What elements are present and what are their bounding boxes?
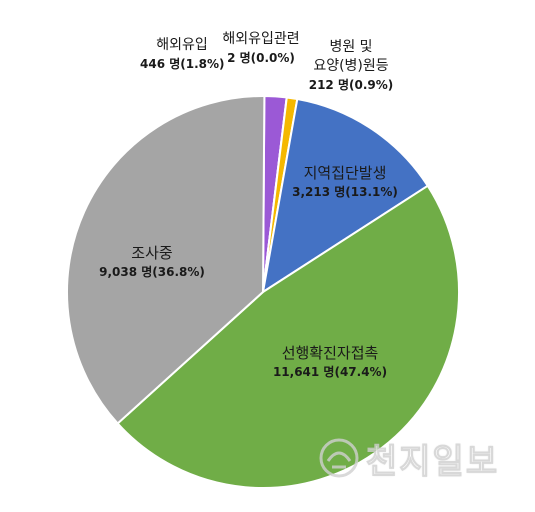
slice-name: 해외유입 xyxy=(156,37,208,53)
slice-label-overseas-related: 해외유입관련 2 명(0.0%) xyxy=(212,30,310,67)
slice-value: 2 명(0.0%) xyxy=(227,51,295,65)
watermark-text: 천지일보 xyxy=(365,441,500,482)
slice-label-hospital-care: 병원 및 요양(병)원등 212 명(0.9%) xyxy=(306,38,396,94)
slice-name: 선행확진자접촉 xyxy=(281,344,379,362)
slice-label-overseas-inflow: 해외유입 446 명(1.8%) xyxy=(140,36,225,73)
slice-name-line1: 병원 및 xyxy=(329,39,373,55)
slice-name: 해외유입관련 xyxy=(222,31,300,47)
slice-label-prior-contact: 선행확진자접촉 11,641 명(47.4%) xyxy=(262,343,398,381)
pie-slice-3 xyxy=(262,98,429,293)
slice-name: 조사중 xyxy=(131,244,173,262)
seal-logo-icon xyxy=(319,438,359,478)
pie-slice-4 xyxy=(116,184,461,489)
pie-slices xyxy=(66,94,461,489)
pie-slice-5 xyxy=(66,94,266,425)
slice-name-line2: 요양(병)원등 xyxy=(313,58,389,74)
slice-name: 지역집단발생 xyxy=(303,164,387,182)
slice-value: 9,038 명(36.8%) xyxy=(99,265,205,279)
slice-label-local-cluster: 지역집단발생 3,213 명(13.1%) xyxy=(290,163,400,201)
slice-value: 446 명(1.8%) xyxy=(140,57,225,71)
watermark: 천지일보 xyxy=(318,432,499,484)
slice-value: 11,641 명(47.4%) xyxy=(272,365,388,379)
slice-label-under-investigation: 조사중 9,038 명(36.8%) xyxy=(82,243,222,281)
slice-value: 212 명(0.9%) xyxy=(308,78,394,92)
slice-value: 3,213 명(13.1%) xyxy=(292,185,398,199)
